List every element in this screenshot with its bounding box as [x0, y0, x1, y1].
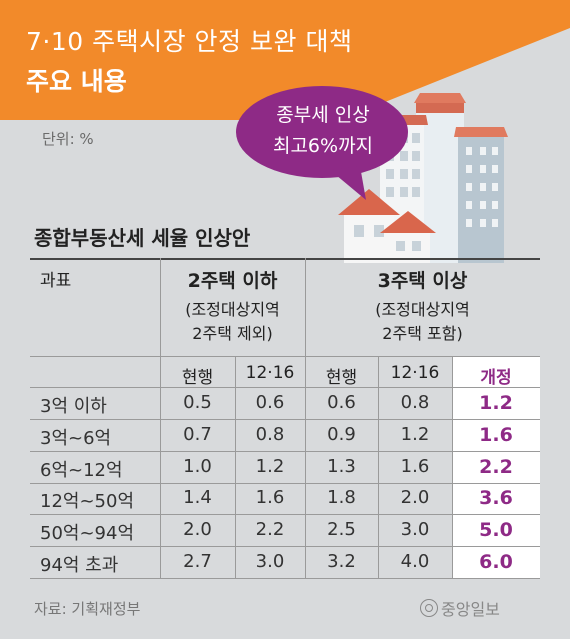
rate-cell: 2.5 [327, 519, 356, 541]
rate-cell: 0.6 [255, 391, 285, 413]
buildings-illustration [338, 93, 508, 263]
column-header-1216: 12·16 [245, 363, 295, 383]
table-divider [30, 450, 540, 452]
rate-cell: 0.8 [255, 423, 285, 445]
rate-cell: 0.9 [327, 423, 356, 445]
rate-cell: 1.2 [400, 423, 430, 445]
group-header-two-homes: 2주택 이하 [187, 270, 278, 292]
unit-label: 단위: % [42, 130, 94, 148]
rate-cell: 3.0 [400, 519, 430, 541]
rate-cell: 1.0 [183, 455, 212, 477]
rate-cell: 2.2 [255, 519, 285, 541]
revised-rate-cell: 3.6 [479, 487, 513, 510]
row-label: 6억~12억 [40, 459, 123, 481]
table-divider [30, 546, 540, 548]
row-header-label: 과표 [40, 271, 72, 291]
publisher-name: 중앙일보 [441, 600, 500, 619]
rate-cell: 0.5 [183, 391, 212, 413]
joongang-logo-icon [420, 599, 438, 617]
table-column-rule [160, 258, 161, 578]
table-divider [30, 514, 540, 516]
page-subtitle: 주요 내용 [26, 67, 127, 96]
revised-rate-cell: 2.2 [479, 455, 513, 478]
table-divider [30, 387, 540, 388]
group-subheader-two-homes-2: 2주택 제외) [192, 324, 273, 343]
row-label: 94억 초과 [40, 555, 119, 577]
table-column-rule [378, 356, 379, 578]
table-column-rule [235, 356, 236, 578]
table-divider [30, 482, 540, 484]
column-header-current: 현행 [325, 368, 358, 388]
bubble-text-line2: 최고6%까지 [272, 135, 374, 157]
revised-rate-cell: 1.6 [479, 423, 513, 446]
rate-cell: 4.0 [400, 551, 430, 573]
rate-cell: 1.2 [255, 455, 285, 477]
speech-bubble [236, 86, 408, 200]
rate-cell: 1.6 [255, 487, 285, 509]
table-title: 종합부동산세 세율 인상안 [34, 226, 251, 250]
table-divider [30, 418, 540, 420]
rate-cell: 0.7 [183, 423, 212, 445]
rate-cell: 3.0 [255, 551, 285, 573]
tax-rate-table: 과표 2주택 이하 (조정대상지역 2주택 제외) 3주택 이상 (조정대상지역… [30, 258, 540, 588]
revised-rate-cell: 1.2 [479, 391, 513, 414]
row-label: 3억~6억 [40, 427, 112, 449]
column-header-revised: 개정 [480, 368, 512, 388]
rate-cell: 1.3 [327, 455, 356, 477]
rate-cell: 2.7 [183, 551, 212, 573]
group-header-three-homes: 3주택 이상 [377, 270, 468, 292]
table-divider [30, 356, 540, 357]
rate-cell: 2.0 [183, 519, 212, 541]
row-label: 3억 이하 [40, 395, 107, 417]
source-label: 자료: 기획재정부 [34, 600, 141, 618]
bubble-text-line1: 종부세 인상 [276, 104, 370, 126]
group-subheader-two-homes-1: (조정대상지역 [185, 300, 280, 319]
revised-rate-cell: 5.0 [479, 519, 513, 542]
rate-cell: 2.0 [400, 487, 430, 509]
page-title: 7·10 주택시장 안정 보완 대책 [26, 27, 353, 56]
table-bottom-rule [30, 578, 540, 579]
table-column-rule [305, 258, 306, 578]
table-column-rule [452, 356, 453, 578]
revised-rate-cell: 6.0 [479, 551, 513, 574]
row-label: 50억~94억 [40, 523, 135, 545]
revised-column-bg [452, 356, 540, 578]
rate-cell: 0.6 [327, 391, 356, 413]
row-label: 12억~50억 [40, 491, 135, 513]
column-header-current: 현행 [181, 368, 214, 388]
group-subheader-three-homes-2: 2주택 포함) [382, 324, 463, 343]
column-header-1216: 12·16 [390, 363, 440, 383]
rate-cell: 1.6 [400, 455, 430, 477]
publisher-logo: 중앙일보 [420, 596, 500, 620]
table-top-rule [30, 258, 540, 260]
rate-cell: 3.2 [327, 551, 356, 573]
rate-cell: 1.4 [183, 487, 212, 509]
title-banner [0, 0, 570, 120]
group-subheader-three-homes-1: (조정대상지역 [375, 300, 470, 319]
rate-cell: 1.8 [327, 487, 356, 509]
rate-cell: 0.8 [400, 391, 430, 413]
